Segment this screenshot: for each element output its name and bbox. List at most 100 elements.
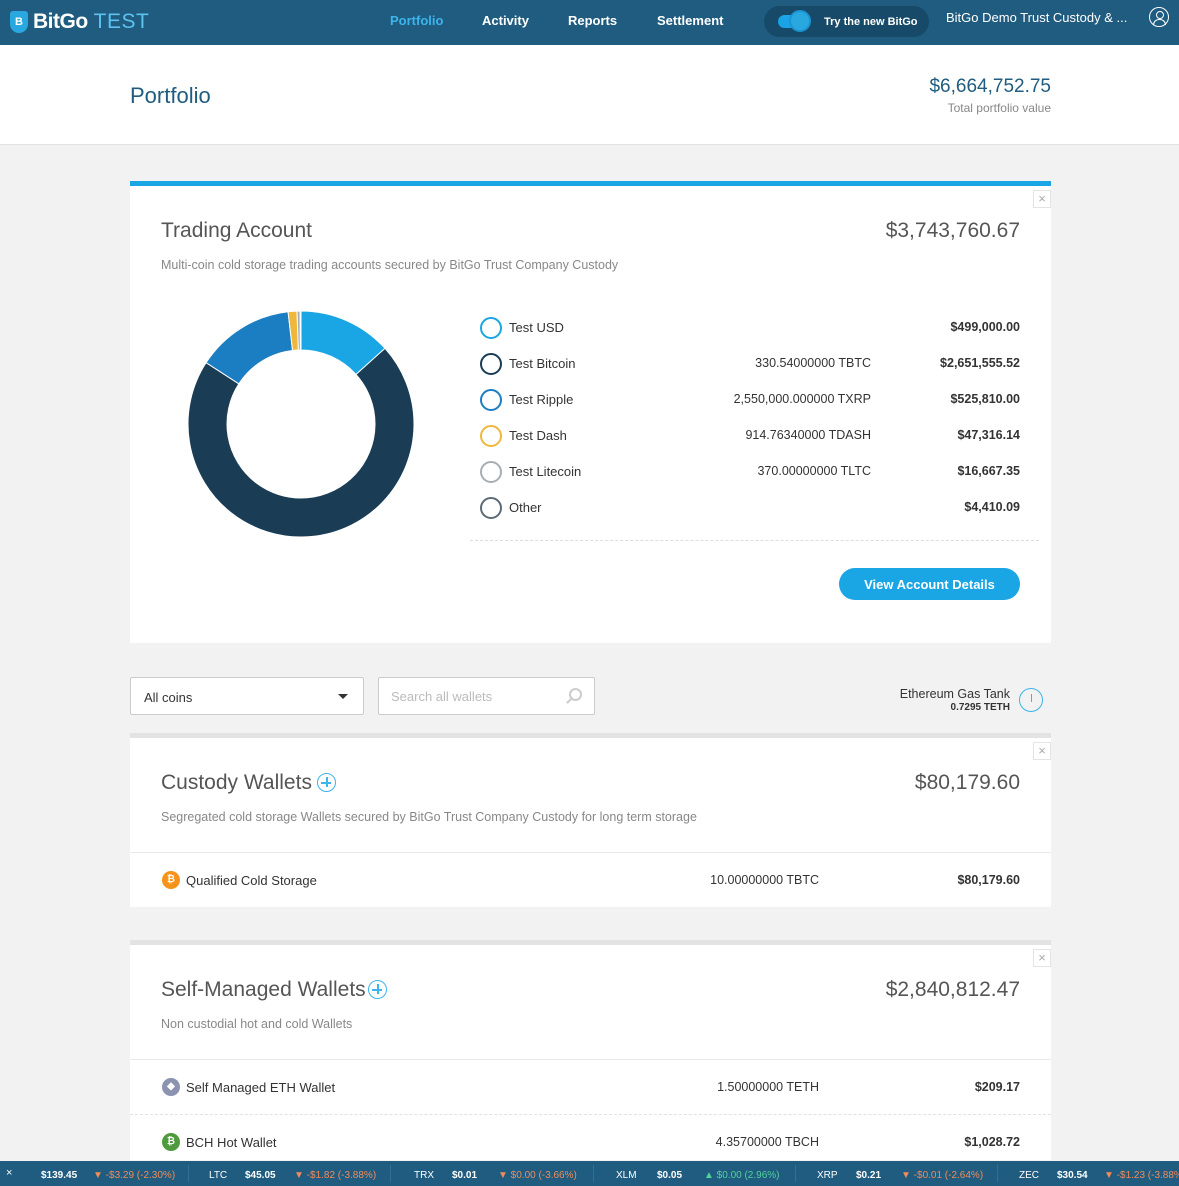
nav-settlement[interactable]: Settlement [657, 13, 724, 28]
page-title: Portfolio [130, 83, 211, 108]
org-name[interactable]: BitGo Demo Trust Custody & ... [946, 10, 1128, 25]
self-managed-wallets-card: × Self-Managed Wallets $2,840,812.47 Non… [130, 940, 1051, 1160]
close-icon[interactable]: × [6, 1167, 13, 1179]
add-self-managed-wallet-icon[interactable] [368, 980, 387, 999]
ticker-change: ▼ -$0.01 (-2.64%) [901, 1170, 984, 1181]
coin-ring-icon [480, 425, 502, 447]
custody-wallets-title: Custody Wallets [161, 771, 312, 794]
coin-row-test-litecoin[interactable]: Test Litecoin 370.00000000 TLTC $16,667.… [480, 460, 1020, 484]
coin-filter-select[interactable]: All coins [130, 677, 364, 715]
coin-row-test-usd[interactable]: Test USD $499,000.00 [480, 316, 1020, 340]
coin-row-other[interactable]: Other $4,410.09 [480, 496, 1020, 520]
wallet-search[interactable] [378, 677, 595, 715]
logo[interactable]: B BitGo TEST [10, 8, 149, 36]
trading-account-card: × Trading Account $3,743,760.67 Multi-co… [130, 181, 1051, 643]
coin-filter-value: All coins [144, 690, 193, 705]
ticker-divider [795, 1165, 796, 1182]
coin-name: Other [509, 500, 542, 515]
total-portfolio-value: $6,664,752.75 [929, 76, 1051, 97]
self-managed-wallets-title: Self-Managed Wallets [161, 978, 366, 1001]
gauge-icon[interactable] [1019, 688, 1043, 712]
search-icon[interactable] [569, 688, 582, 701]
coin-value: $525,810.00 [950, 392, 1020, 406]
ticker-change: ▲ $0.00 (2.96%) [704, 1170, 780, 1181]
donut-slice-test-bitcoin[interactable] [187, 347, 415, 538]
logo-env: TEST [93, 10, 150, 33]
nav-reports[interactable]: Reports [568, 13, 618, 28]
price-ticker: × $139.45 ▼ -$3.29 (-2.30%) LTC $45.05 ▼… [0, 1161, 1179, 1186]
coin-name: Test Ripple [509, 392, 574, 407]
divider [470, 540, 1039, 541]
coin-name: Test Bitcoin [509, 356, 576, 371]
donut-slice-other[interactable] [299, 310, 302, 351]
gas-tank-label: Ethereum Gas Tank [899, 687, 1010, 701]
ticker-symbol: LTC [209, 1170, 228, 1181]
self-managed-wallets-total: $2,840,812.47 [885, 978, 1020, 1001]
coin-row-test-ripple[interactable]: Test Ripple 2,550,000.000000 TXRP $525,8… [480, 388, 1020, 412]
coin-ring-icon [480, 461, 502, 483]
total-portfolio-label: Total portfolio value [947, 101, 1051, 115]
bitcoin-cash-icon: ₿ [162, 1133, 180, 1151]
ticker-change: ▼ -$1.23 (-3.88%) [1104, 1170, 1179, 1181]
coin-value: $499,000.00 [950, 320, 1020, 334]
close-icon[interactable]: × [1033, 949, 1051, 967]
trading-account-total: $3,743,760.67 [885, 219, 1020, 242]
coin-name: Test USD [509, 320, 564, 335]
ethereum-icon: ◆ [162, 1078, 180, 1096]
wallet-name: Self Managed ETH Wallet [186, 1080, 336, 1095]
ticker-change: ▼ $0.00 (-3.66%) [498, 1170, 577, 1181]
coin-row-test-dash[interactable]: Test Dash 914.76340000 TDASH $47,316.14 [480, 424, 1020, 448]
ticker-price: $0.21 [856, 1170, 882, 1181]
nav-activity[interactable]: Activity [482, 13, 529, 28]
coin-value: $4,410.09 [964, 500, 1020, 514]
search-input[interactable] [391, 689, 561, 704]
ticker-symbol: ZEC [1019, 1170, 1039, 1181]
close-icon[interactable]: × [1033, 190, 1051, 208]
coin-row-test-bitcoin[interactable]: Test Bitcoin 330.54000000 TBTC $2,651,55… [480, 352, 1020, 376]
coin-ring-icon [480, 389, 502, 411]
caret-down-icon [338, 694, 348, 699]
trading-account-title: Trading Account [161, 219, 312, 242]
ticker-price: $30.54 [1057, 1170, 1088, 1181]
ticker-price: $0.01 [452, 1170, 478, 1181]
coin-amount: 914.76340000 TDASH [745, 428, 871, 442]
view-account-details-button[interactable]: View Account Details [839, 568, 1020, 600]
wallet-value: $80,179.60 [957, 873, 1020, 887]
ticker-price: $0.05 [657, 1170, 683, 1181]
wallet-value: $209.17 [974, 1080, 1020, 1094]
ticker-symbol: TRX [414, 1170, 434, 1181]
coin-amount: 370.00000000 TLTC [757, 464, 871, 478]
coin-value: $47,316.14 [957, 428, 1020, 442]
new-bitgo-toggle[interactable]: Try the new BitGo [764, 6, 929, 37]
wallet-amount: 1.50000000 TETH [717, 1080, 819, 1094]
user-icon[interactable] [1149, 7, 1169, 27]
wallet-amount: 4.35700000 TBCH [715, 1135, 819, 1149]
wallet-row[interactable]: ◆ Self Managed ETH Wallet 1.50000000 TET… [130, 1059, 1051, 1114]
trading-account-description: Multi-coin cold storage trading accounts… [161, 258, 619, 272]
coin-name: Test Dash [509, 428, 567, 443]
custody-wallets-card: × Custody Wallets $80,179.60 Segregated … [130, 733, 1051, 907]
ticker-divider [390, 1165, 391, 1182]
coin-amount: 2,550,000.000000 TXRP [733, 392, 871, 406]
self-managed-wallets-description: Non custodial hot and cold Wallets [161, 1017, 353, 1031]
nav-portfolio[interactable]: Portfolio [390, 13, 444, 28]
wallet-row[interactable]: ₿ BCH Hot Wallet 4.35700000 TBCH $1,028.… [130, 1114, 1051, 1169]
wallet-amount: 10.00000000 TBTC [710, 873, 819, 887]
ticker-change: ▼ -$1.82 (-3.88%) [294, 1170, 377, 1181]
wallet-row[interactable]: ₿ Qualified Cold Storage 10.00000000 TBT… [130, 852, 1051, 907]
ticker-divider [997, 1165, 998, 1182]
wallet-value: $1,028.72 [964, 1135, 1020, 1149]
custody-wallets-total: $80,179.60 [914, 771, 1020, 794]
custody-wallets-description: Segregated cold storage Wallets secured … [161, 810, 697, 824]
add-custody-wallet-icon[interactable] [317, 773, 336, 792]
ticker-divider [593, 1165, 594, 1182]
coin-ring-icon [480, 317, 502, 339]
bitcoin-icon: ₿ [162, 871, 180, 889]
shield-logo-icon: B [10, 11, 28, 33]
coin-name: Test Litecoin [509, 464, 582, 479]
ticker-price: $139.45 [41, 1170, 78, 1181]
close-icon[interactable]: × [1033, 742, 1051, 760]
wallet-name: Qualified Cold Storage [186, 873, 317, 888]
ticker-symbol: XLM [616, 1170, 637, 1181]
ticker-divider [188, 1165, 189, 1182]
